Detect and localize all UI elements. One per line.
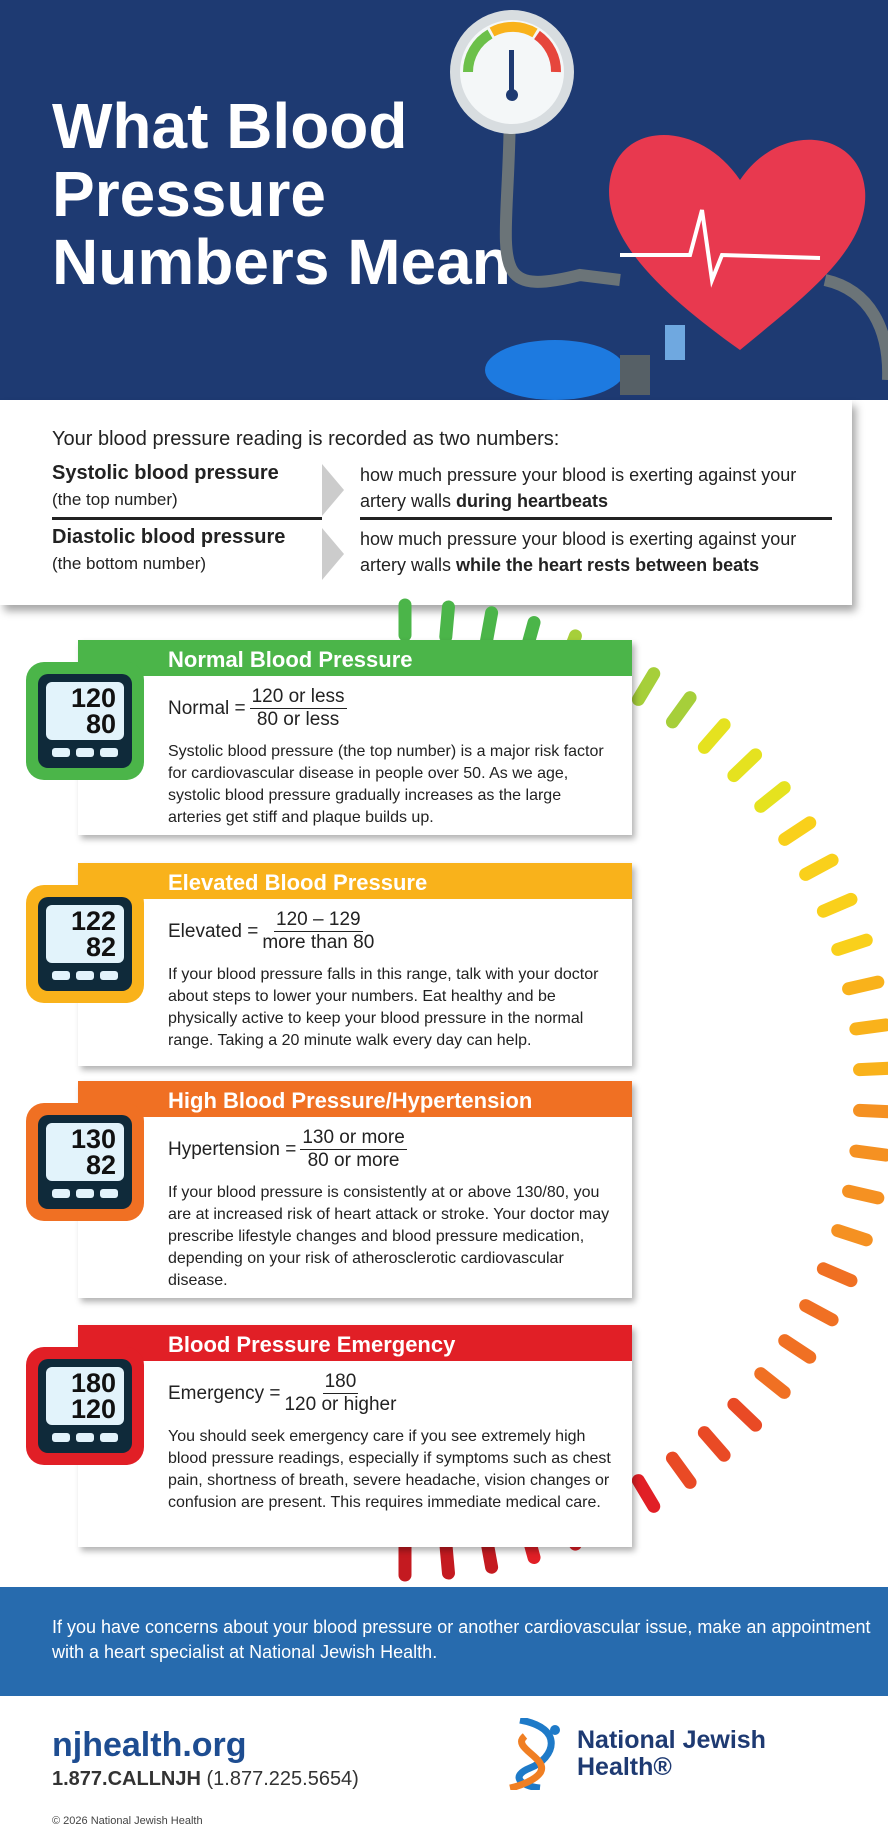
scale-dash: [778, 1334, 817, 1364]
intro-text: Your blood pressure reading is recorded …: [52, 428, 560, 450]
systolic-term: Systolic blood pressure: [52, 462, 279, 484]
category-card: High Blood Pressure/Hypertension Hyperte…: [78, 1081, 632, 1298]
card-title: High Blood Pressure/Hypertension: [78, 1081, 632, 1117]
scale-dash: [849, 1018, 888, 1036]
card-description: If your blood pressure is consistently a…: [168, 1184, 610, 1289]
copyright: © 2026 National Jewish Health: [52, 1815, 203, 1827]
scale-dash: [816, 892, 858, 918]
scale-dash: [665, 691, 697, 729]
chevron-right-icon: [322, 528, 344, 580]
scale-dash: [754, 781, 791, 813]
scale-dash: [853, 1103, 888, 1119]
scale-dash: [853, 1061, 888, 1077]
scale-dash: [831, 1224, 873, 1247]
scale-dash: [831, 933, 873, 956]
bp-monitor-icon: 180 120: [26, 1347, 144, 1465]
reading-explanation-box: Your blood pressure reading is recorded …: [0, 400, 852, 605]
scale-dash: [479, 606, 499, 649]
header-banner: What Blood Pressure Numbers Mean: [0, 0, 888, 400]
call-to-action: If you have concerns about your blood pr…: [0, 1587, 888, 1696]
phone-number[interactable]: 1.877.CALLNJH (1.877.225.5654): [52, 1768, 359, 1790]
scale-dash: [816, 1262, 858, 1288]
scale-dash: [665, 1451, 697, 1489]
diastolic-row: Diastolic blood pressure (the bottom num…: [52, 526, 832, 596]
scale-dash: [439, 1536, 455, 1580]
category-card: Blood Pressure Emergency Emergency = 180…: [78, 1325, 632, 1547]
category-card: Elevated Blood Pressure Elevated = 120 –…: [78, 863, 632, 1066]
diastolic-term: Diastolic blood pressure: [52, 526, 286, 548]
scale-dash: [754, 1367, 791, 1399]
scale-dash: [439, 600, 455, 644]
divider: [52, 517, 322, 520]
threshold-equation: Elevated = 120 – 129 more than 80: [168, 909, 375, 953]
chevron-right-icon: [322, 464, 344, 516]
card-title: Elevated Blood Pressure: [78, 863, 632, 899]
card-description: You should seek emergency care if you se…: [168, 1428, 611, 1511]
scale-dash: [631, 1474, 661, 1513]
helix-logo-icon: [509, 1718, 560, 1790]
bp-monitor-icon: 122 82: [26, 885, 144, 1003]
systolic-row: Systolic blood pressure (the top number)…: [52, 462, 832, 532]
bp-monitor-icon: 130 82: [26, 1103, 144, 1221]
threshold-equation: Emergency = 180 120 or higher: [168, 1371, 397, 1415]
threshold-equation: Hypertension = 130 or more 80 or more: [168, 1127, 407, 1171]
systolic-sub: (the top number): [52, 490, 178, 509]
card-title: Normal Blood Pressure: [78, 640, 632, 676]
njh-logo: National Jewish Health®: [505, 1718, 766, 1790]
scale-dash: [849, 1144, 888, 1162]
diastolic-sub: (the bottom number): [52, 554, 207, 573]
scale-dash: [727, 1397, 763, 1432]
scale-dash: [799, 853, 839, 881]
page-title: What Blood Pressure Numbers Mean: [52, 90, 511, 298]
card-description: Systolic blood pressure (the top number)…: [168, 743, 604, 826]
scale-dash: [842, 1184, 885, 1205]
website-link[interactable]: njhealth.org: [52, 1726, 247, 1764]
scale-dash: [631, 667, 661, 706]
divider: [360, 517, 832, 520]
card-title: Blood Pressure Emergency: [78, 1325, 632, 1361]
heart-gauge-illustration: [450, 10, 888, 400]
scale-dash: [697, 718, 731, 754]
threshold-equation: Normal = 120 or less 80 or less: [168, 686, 347, 730]
scale-dash: [697, 1426, 731, 1462]
scale-dash: [842, 975, 885, 996]
category-card: Normal Blood Pressure Normal = 120 or le…: [78, 640, 632, 835]
scale-dash: [799, 1299, 839, 1327]
bp-monitor-icon: 120 80: [26, 662, 144, 780]
scale-dash: [778, 816, 817, 846]
systolic-desc: how much pressure your blood is exerting…: [360, 465, 797, 511]
card-description: If your blood pressure falls in this ran…: [168, 966, 599, 1049]
scale-dash: [727, 748, 763, 783]
diastolic-desc: how much pressure your blood is exerting…: [360, 529, 797, 575]
